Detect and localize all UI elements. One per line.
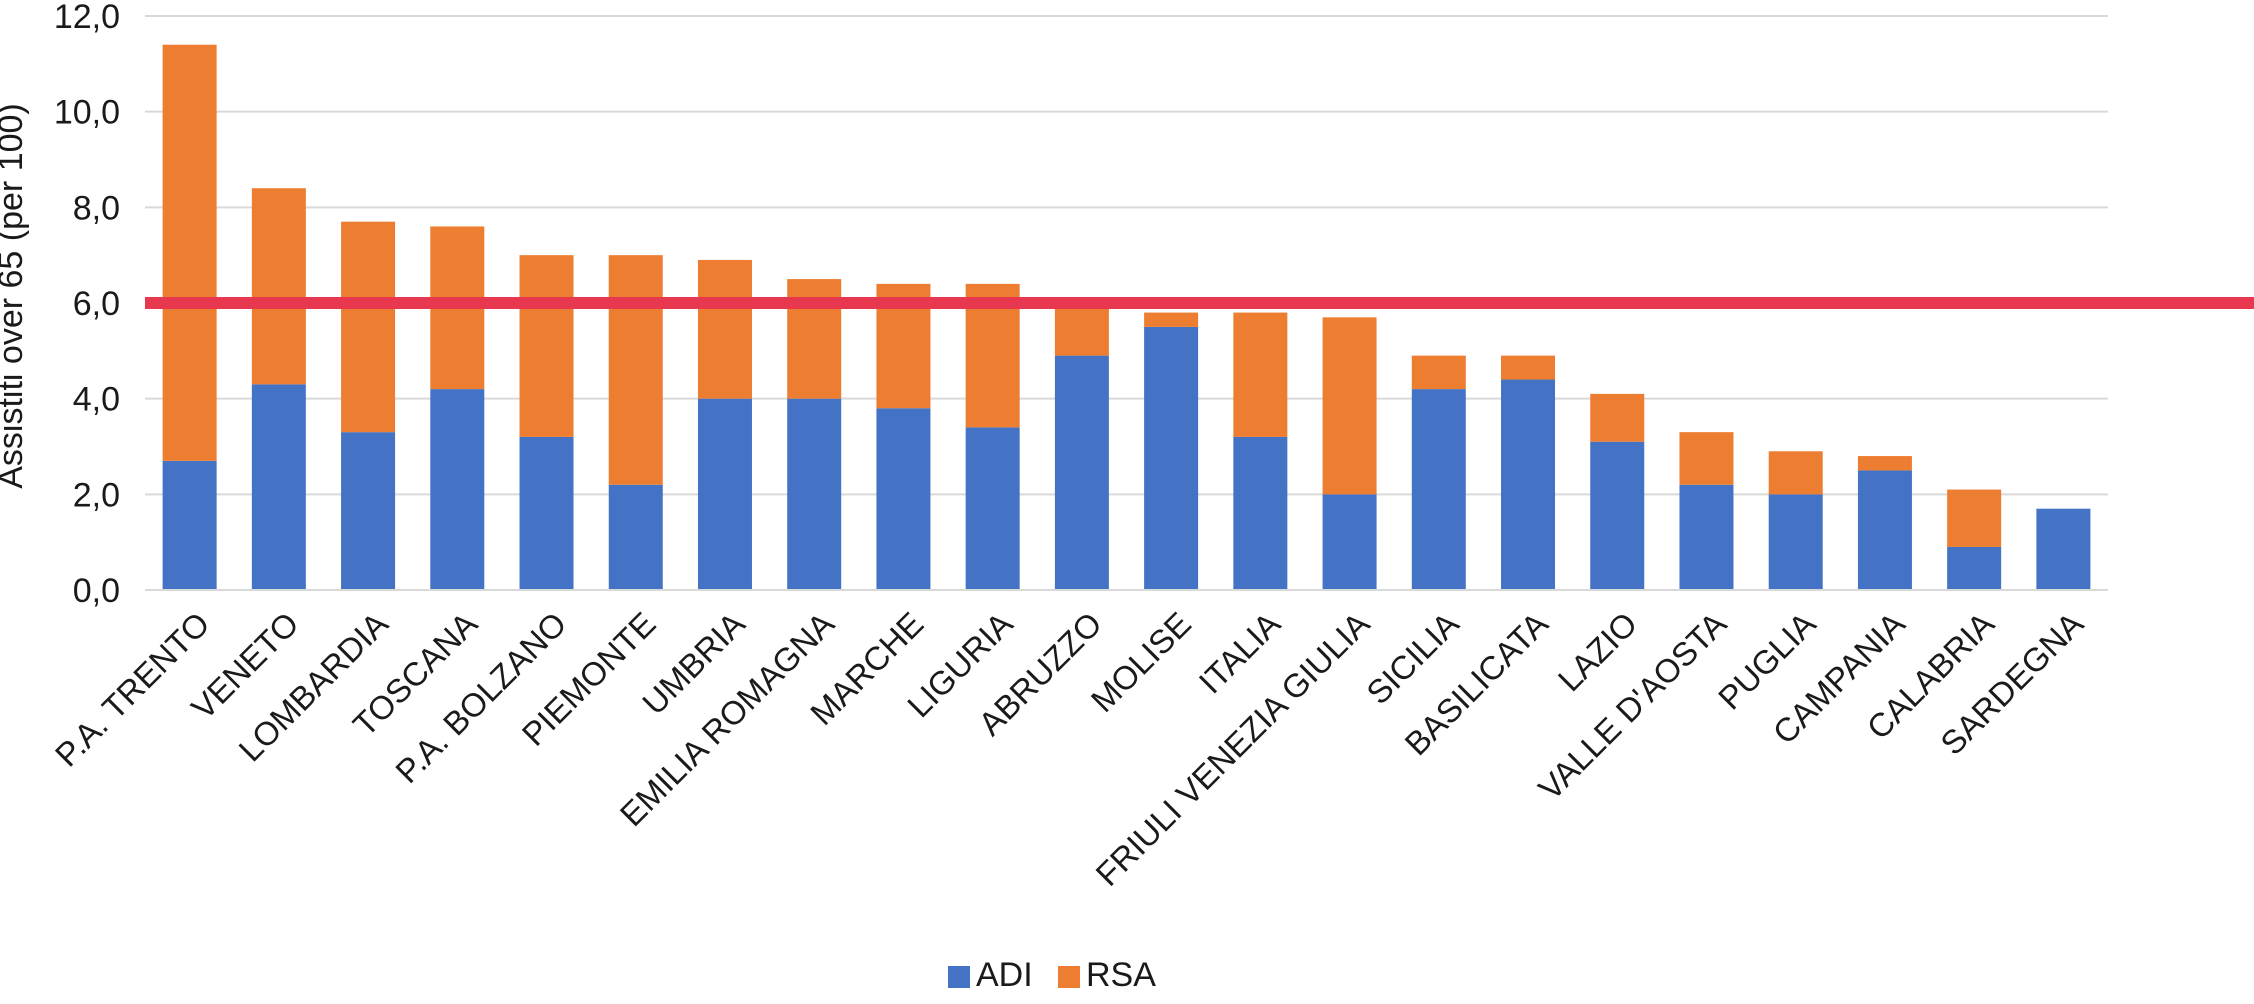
y-axis-title: Assistiti over 65 (per 100) [0,103,30,489]
bar-rsa [1412,356,1466,389]
y-tick-label: 0,0 [73,572,120,610]
bar-adi [1769,494,1823,590]
bar-rsa [1679,432,1733,485]
y-tick-label: 10,0 [54,94,120,132]
bar-rsa [1501,356,1555,380]
bar-rsa [1947,490,2001,547]
y-tick-label: 2,0 [73,476,120,514]
bar-adi [1679,485,1733,590]
bars [163,45,2091,590]
bar-rsa [252,188,306,384]
bar-adi [1055,356,1109,590]
bar-adi [163,461,217,590]
bar-adi [698,399,752,590]
x-tick-label: MOLISE [1084,605,1198,719]
bar-adi [1858,470,1912,590]
bar-rsa [520,255,574,437]
bar-adi [341,432,395,590]
bar-adi [1233,437,1287,590]
legend-label: RSA [1086,956,1156,994]
bar-adi [966,427,1020,590]
legend-swatch [948,966,970,988]
x-tick-label: P.A. TRENTO [48,605,217,774]
legend-label: ADI [976,956,1033,994]
bar-rsa [163,45,217,461]
bar-adi [1323,494,1377,590]
y-tick-label: 4,0 [73,381,120,419]
bar-rsa [1769,451,1823,494]
bar-adi [876,408,930,590]
y-axis-ticks: 0,0 2,0 4,0 6,0 8,0 10,0 12,0 [54,0,120,610]
y-tick-label: 6,0 [73,285,120,323]
bar-rsa [609,255,663,485]
bar-adi [609,485,663,590]
bar-adi [787,399,841,590]
bar-rsa [1055,303,1109,356]
bar-adi [1412,389,1466,590]
bar-rsa [698,260,752,399]
bar-rsa [1858,456,1912,470]
bar-adi [1144,327,1198,590]
y-tick-label: 12,0 [54,0,120,36]
bar-adi [1501,380,1555,590]
bar-adi [430,389,484,590]
bar-rsa [1144,313,1198,327]
bar-adi [2036,509,2090,590]
bar-rsa [1590,394,1644,442]
bar-rsa [1233,313,1287,437]
bar-adi [1590,442,1644,590]
bar-adi [252,384,306,590]
bar-rsa [1323,317,1377,494]
bar-rsa [341,222,395,432]
bar-adi [520,437,574,590]
y-tick-label: 8,0 [73,189,120,227]
legend-swatch [1058,966,1080,988]
bar-adi [1947,547,2001,590]
legend: ADI RSA [948,956,1156,994]
